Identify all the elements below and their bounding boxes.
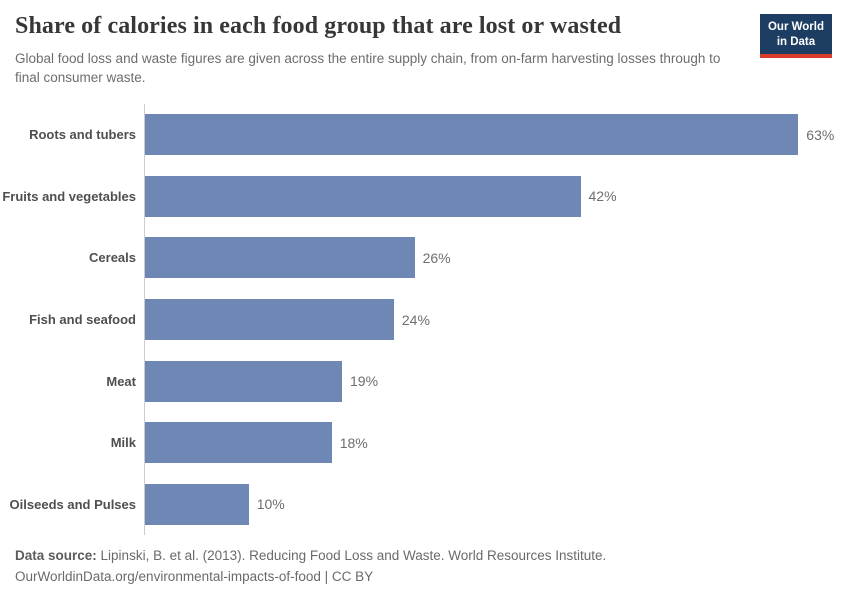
category-label: Oilseeds and Pulses [9,496,136,512]
owid-logo-line1: Our World [767,21,824,33]
bar-rows: Roots and tubers 63% Fruits and vegetables… [0,104,850,535]
bar[interactable] [145,483,249,525]
chart-area: Roots and tubers 63% Fruits and vegetables… [0,104,850,535]
chart-title: Share of calories in each food group tha… [15,13,622,39]
value-label: 63% [806,126,835,143]
footer-source-line: Data source: Lipinski, B. et al. (2013).… [15,545,835,566]
value-label: 42% [588,188,617,205]
bar-row: Meat 19% [0,350,850,412]
category-label: Fruits and vegetables [2,188,136,204]
bar-row: Roots and tubers 63% [0,104,850,166]
footer-source-label: Data source: [15,548,97,563]
bar-row: Oilseeds and Pulses 10% [0,473,850,535]
bar-row: Milk 18% [0,412,850,474]
category-label: Meat [106,373,136,389]
bar-track: 63% [145,114,850,156]
bar-track: 24% [145,299,850,341]
y-axis-line [144,104,145,535]
bar-row: Fruits and vegetables 42% [0,166,850,228]
category-label: Fish and seafood [29,312,136,328]
category-label: Cereals [89,250,136,266]
footer-url-link[interactable]: OurWorldinData.org/environmental-impacts… [15,569,321,584]
bar[interactable] [145,114,799,156]
bar-row: Cereals 26% [0,227,850,289]
category-label: Milk [110,435,136,451]
bar-track: 19% [145,360,850,402]
value-label: 26% [422,249,451,266]
value-label: 18% [339,434,368,451]
footer-license: | CC BY [324,569,374,584]
chart-footer: Data source: Lipinski, B. et al. (2013).… [15,545,835,587]
bar-row: Fish and seafood 24% [0,289,850,351]
chart-header: Share of calories in each food group tha… [15,12,835,88]
bar-track: 26% [145,237,850,279]
category-label: Roots and tubers [29,127,136,143]
footer-link-line: OurWorldinData.org/environmental-impacts… [15,566,835,587]
owid-logo[interactable]: Our World in Data [759,14,832,58]
bar-track: 10% [145,483,850,525]
bar[interactable] [145,422,332,464]
footer-source-text: Lipinski, B. et al. (2013). Reducing Foo… [100,548,607,563]
bar-track: 18% [145,422,850,464]
bar[interactable] [145,175,581,217]
chart-subtitle: Global food loss and waste figures are g… [15,50,721,86]
bar-track: 42% [145,175,850,217]
value-label: 10% [256,496,285,513]
owid-logo-line2: in Data [776,35,816,48]
bar[interactable] [145,299,394,341]
bar[interactable] [145,237,415,279]
value-label: 24% [401,311,430,328]
value-label: 19% [350,373,379,390]
bar[interactable] [145,360,342,402]
